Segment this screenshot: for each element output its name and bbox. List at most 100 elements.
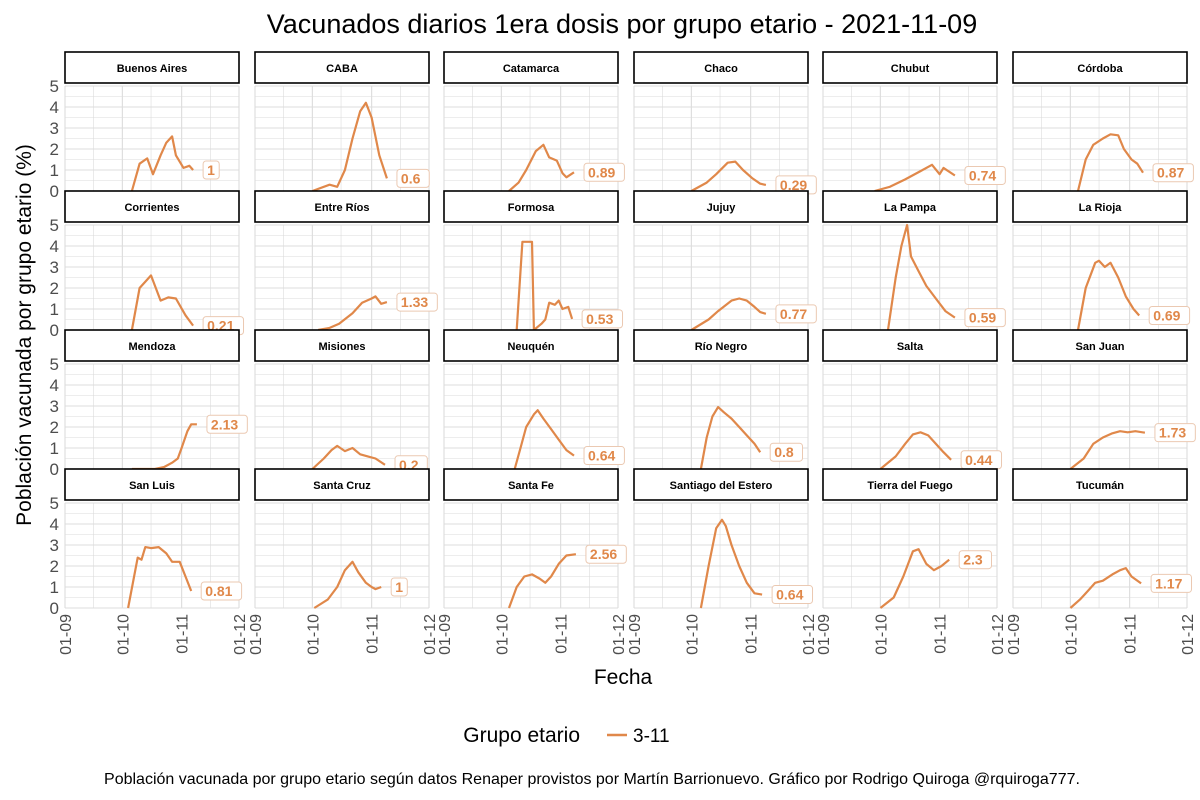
panel-strip	[822, 51, 998, 84]
panel-caba: CABA 0.6	[254, 51, 430, 193]
x-tick-label: 01-11	[744, 614, 761, 654]
end-value-label-box	[396, 168, 430, 188]
panel-strip	[443, 329, 619, 362]
y-tick-label: 2	[50, 557, 59, 576]
panel-san-juan: San Juan 1.73	[1012, 329, 1196, 470]
panel-tucuman: Tucumán 1.17 01-09 01-10 01-11 01-12	[1006, 468, 1197, 655]
series-line-3-11	[130, 274, 194, 331]
series-line-3-11	[131, 423, 197, 471]
panel-salta: Salta 0.44	[822, 329, 1003, 470]
end-value-label: 1.33	[401, 294, 428, 310]
panel-strip	[633, 329, 809, 362]
chart-title: Vacunados diarios 1era dosis por grupo e…	[267, 9, 977, 39]
panel-strip	[1012, 468, 1188, 501]
panel-strip-label: Chaco	[704, 63, 738, 75]
panel-strip-label: Tucumán	[1076, 480, 1124, 492]
series-line-3-11	[1069, 430, 1146, 470]
panel-strip	[633, 190, 809, 223]
series-line-3-11	[699, 406, 762, 470]
end-value-label-box	[1150, 573, 1193, 593]
end-value-label-box	[202, 160, 220, 180]
panel-strip-label: Formosa	[508, 202, 555, 214]
end-value-label: 0.87	[1157, 165, 1184, 181]
panel-strip	[443, 51, 619, 84]
panel-strip-label: San Juan	[1076, 341, 1125, 353]
series-line-3-11	[879, 548, 950, 609]
legend-title: Grupo etario	[463, 724, 580, 747]
x-tick-label: 01-09	[1006, 614, 1023, 655]
panel-strip-label: Mendoza	[128, 341, 176, 353]
x-tick-label: 01-09	[437, 614, 454, 655]
y-tick-label: 1	[50, 578, 59, 597]
end-value-label-box	[581, 309, 624, 329]
panel-santa-fe: Santa Fe 2.56 01-09 01-10 01-11 01-12	[437, 468, 628, 655]
end-value-label-box	[1148, 306, 1191, 326]
x-tick-label: 01-10	[1063, 614, 1080, 655]
panel-strip-label: Córdoba	[1077, 63, 1123, 75]
series-line-3-11	[690, 297, 767, 331]
series-line-3-11	[507, 553, 577, 609]
series-line-3-11	[508, 143, 575, 192]
panel-strip-label: San Luis	[129, 480, 175, 492]
end-value-label: 1.73	[1159, 425, 1186, 441]
panel-strip-label: Entre Ríos	[314, 202, 369, 214]
y-tick-label: 0	[50, 460, 59, 479]
x-tick-label: 01-12	[611, 614, 628, 655]
end-value-label-box	[964, 165, 1006, 185]
x-tick-label: 01-10	[305, 614, 322, 655]
y-tick-label: 5	[50, 77, 59, 96]
series-line-3-11	[1069, 567, 1142, 609]
panel-san-luis: San Luis 0.81 0 1 2 3 4 5 01-09 01-10 01-11 01-12	[50, 468, 249, 655]
panel-strip	[64, 468, 240, 501]
end-value-label: 0.69	[1153, 308, 1180, 324]
end-value-label-box	[206, 414, 248, 434]
end-value-label-box	[583, 446, 625, 466]
end-value-label-box	[771, 585, 814, 605]
end-value-label: 0.77	[780, 306, 807, 322]
y-tick-label: 2	[50, 418, 59, 437]
x-tick-label: 01-09	[816, 614, 833, 655]
panel-strip	[254, 190, 430, 223]
series-line-3-11	[874, 163, 956, 193]
panel-strip-label: Buenos Aires	[117, 63, 188, 75]
y-tick-label: 5	[50, 355, 59, 374]
series-line-3-11	[690, 160, 767, 192]
end-value-label-box	[390, 577, 408, 597]
caption: Población vacunada por grupo etario segú…	[104, 771, 1080, 788]
panels-layer: Buenos Aires1012345CABA0.6Catamarca0.89C…	[50, 51, 1197, 655]
y-tick-label: 1	[50, 161, 59, 180]
panel-strip-label: Neuquén	[507, 341, 554, 353]
end-value-label-box	[585, 544, 627, 564]
end-value-label: 0.59	[969, 310, 996, 326]
x-tick-label: 01-11	[365, 614, 382, 654]
end-value-label: 0.44	[965, 452, 992, 468]
end-value-label: 0.8	[774, 444, 794, 460]
series-line-3-11	[1076, 133, 1144, 192]
panel-strip	[443, 190, 619, 223]
x-tick-label: 01-11	[933, 614, 950, 654]
y-tick-label: 3	[50, 397, 59, 416]
x-tick-label: 01-09	[248, 614, 265, 655]
y-tick-label: 4	[50, 515, 59, 534]
panel-strip-label: Salta	[897, 341, 924, 353]
end-value-label: 0.6	[401, 170, 421, 186]
end-value-label-box	[1154, 423, 1196, 443]
x-tick-label: 01-11	[554, 614, 571, 654]
y-tick-label: 2	[50, 140, 59, 159]
end-value-label: 0.81	[205, 583, 232, 599]
series-line-3-11	[127, 546, 193, 609]
x-tick-label: 01-12	[990, 614, 1007, 655]
end-value-label: 2.56	[590, 546, 617, 562]
series-line-3-11	[312, 101, 388, 193]
end-value-label: 0.89	[588, 164, 615, 180]
end-value-label-box	[964, 308, 1006, 328]
panel-chaco: Chaco 0.29	[633, 51, 817, 195]
x-tick-label: 01-10	[494, 614, 511, 655]
end-value-label-box	[1152, 163, 1194, 183]
end-value-label-box	[769, 442, 803, 462]
end-value-label: 1.17	[1155, 575, 1182, 591]
series-line-3-11	[313, 560, 382, 609]
panel-la-pampa: La Pampa 0.59	[822, 190, 1006, 331]
